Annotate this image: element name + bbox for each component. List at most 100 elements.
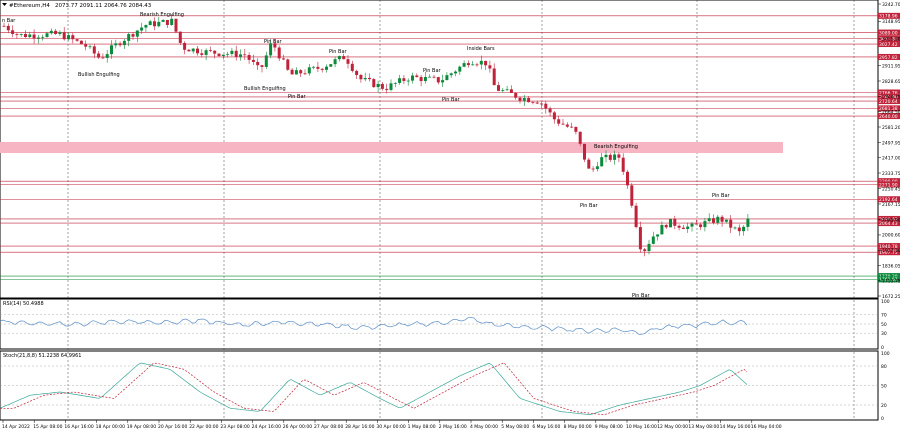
stoch-label: Stoch(21,8,8) 51.2238 64.9961 bbox=[3, 353, 81, 359]
time-tick-label: 27 Apr 08:00 bbox=[314, 424, 343, 430]
candle-body bbox=[191, 48, 195, 52]
price-tick-label: 2250.45 bbox=[882, 186, 900, 192]
level-price-text: 1907.75 bbox=[879, 250, 898, 256]
candle-body bbox=[716, 216, 720, 223]
level-price-tag bbox=[878, 113, 900, 120]
candle-body bbox=[441, 80, 445, 83]
candle-body bbox=[600, 157, 604, 167]
rsi-tick-label: 100 bbox=[881, 299, 890, 305]
rsi-tick-label: 30 bbox=[881, 331, 887, 337]
level-price-tag bbox=[878, 181, 900, 188]
candle-body bbox=[389, 83, 393, 90]
level-price-tag bbox=[878, 276, 900, 283]
candle-body bbox=[204, 50, 208, 55]
candle-body bbox=[92, 46, 96, 54]
candle-body bbox=[656, 234, 660, 237]
candle-body bbox=[178, 31, 182, 43]
candle-body bbox=[363, 77, 367, 80]
candle-body bbox=[243, 54, 247, 56]
candle-body bbox=[578, 131, 582, 144]
level-price-tag bbox=[878, 196, 900, 203]
candle-body bbox=[105, 54, 109, 58]
price-tick-label: 2333.75 bbox=[882, 171, 900, 177]
candle-body bbox=[570, 126, 574, 128]
candle-body bbox=[737, 227, 741, 232]
candle-body bbox=[342, 56, 346, 60]
level-price-tag bbox=[878, 93, 900, 100]
level-price-tag bbox=[878, 178, 900, 185]
candle-body bbox=[643, 249, 647, 252]
candle-body bbox=[290, 69, 294, 75]
candle-body bbox=[230, 50, 234, 54]
time-tick-label: 13 May 08:00 bbox=[688, 424, 719, 430]
candle-body bbox=[634, 205, 638, 228]
candle-body bbox=[131, 34, 135, 37]
candle-body bbox=[699, 224, 703, 228]
candle-body bbox=[196, 48, 199, 54]
candle-body bbox=[647, 243, 651, 252]
candle-body bbox=[604, 154, 608, 158]
level-price-text: 3055.82 bbox=[879, 37, 898, 43]
time-tick-label: 8 May 00:00 bbox=[564, 424, 592, 430]
stoch-tick-label: 80 bbox=[881, 364, 887, 370]
candle-body bbox=[226, 53, 230, 55]
candle-body bbox=[471, 64, 475, 66]
rsi-pane-frame bbox=[0, 298, 879, 350]
level-price-text: 2766.76 bbox=[879, 90, 898, 96]
candle-body bbox=[183, 42, 187, 50]
candle-body bbox=[673, 218, 677, 226]
pattern-label: Pin Bar bbox=[288, 94, 307, 100]
candle-body bbox=[669, 218, 672, 228]
rsi-pane: 100 70 50 30 0 bbox=[0, 299, 890, 351]
level-price-tag bbox=[878, 215, 900, 222]
candle-body bbox=[84, 44, 88, 47]
time-tick-label: 30 Apr 00:00 bbox=[376, 424, 405, 430]
candle-body bbox=[733, 227, 737, 229]
candle-body bbox=[492, 68, 496, 86]
level-price-text: 2720.64 bbox=[879, 99, 898, 105]
candle-body bbox=[677, 225, 681, 228]
candle-body bbox=[62, 32, 66, 40]
level-price-tag bbox=[878, 35, 900, 42]
candle-body bbox=[15, 34, 19, 35]
candle-body bbox=[376, 83, 380, 88]
candle-body bbox=[514, 92, 518, 98]
candle-body bbox=[742, 226, 746, 232]
candle-body bbox=[574, 126, 578, 132]
candle-body bbox=[380, 83, 384, 89]
candle-body bbox=[303, 73, 307, 75]
rsi-line bbox=[0, 317, 748, 335]
level-price-tag bbox=[878, 105, 900, 112]
level-price-text: 2271.90 bbox=[879, 182, 898, 188]
candle-body bbox=[436, 77, 440, 83]
candle-body bbox=[153, 21, 156, 27]
candle-body bbox=[208, 50, 212, 52]
time-tick-label: 14 Apr 2022 bbox=[2, 424, 30, 430]
candle-body bbox=[617, 154, 621, 158]
candle-body bbox=[6, 25, 10, 31]
candle-body bbox=[58, 32, 62, 35]
price-tick-label: 3055.20 bbox=[882, 37, 900, 43]
candle-body bbox=[630, 185, 634, 206]
candle-body bbox=[337, 56, 341, 60]
candlesticks bbox=[2, 14, 750, 257]
candle-body bbox=[170, 18, 174, 25]
time-tick-label: 4 May 00:00 bbox=[470, 424, 498, 430]
rsi-tick-label: 70 bbox=[881, 313, 887, 319]
candle-body bbox=[286, 59, 290, 70]
candle-body bbox=[2, 25, 6, 27]
candle-body bbox=[694, 223, 698, 225]
candle-body bbox=[626, 171, 629, 186]
stoch-pane-frame bbox=[0, 350, 879, 421]
time-tick-label: 5 May 08:00 bbox=[501, 424, 529, 430]
candle-body bbox=[411, 75, 414, 81]
time-tick-label: 12 May 00:00 bbox=[657, 424, 688, 430]
price-tick-label: 1672.25 bbox=[882, 294, 900, 300]
candle-body bbox=[591, 168, 595, 170]
level-price-tag bbox=[878, 12, 900, 19]
dropdown-triangle-icon[interactable] bbox=[2, 3, 7, 6]
time-tick-label: 2 May 16:00 bbox=[439, 424, 467, 430]
time-tick-label: 14 May 16:00 bbox=[720, 424, 751, 430]
